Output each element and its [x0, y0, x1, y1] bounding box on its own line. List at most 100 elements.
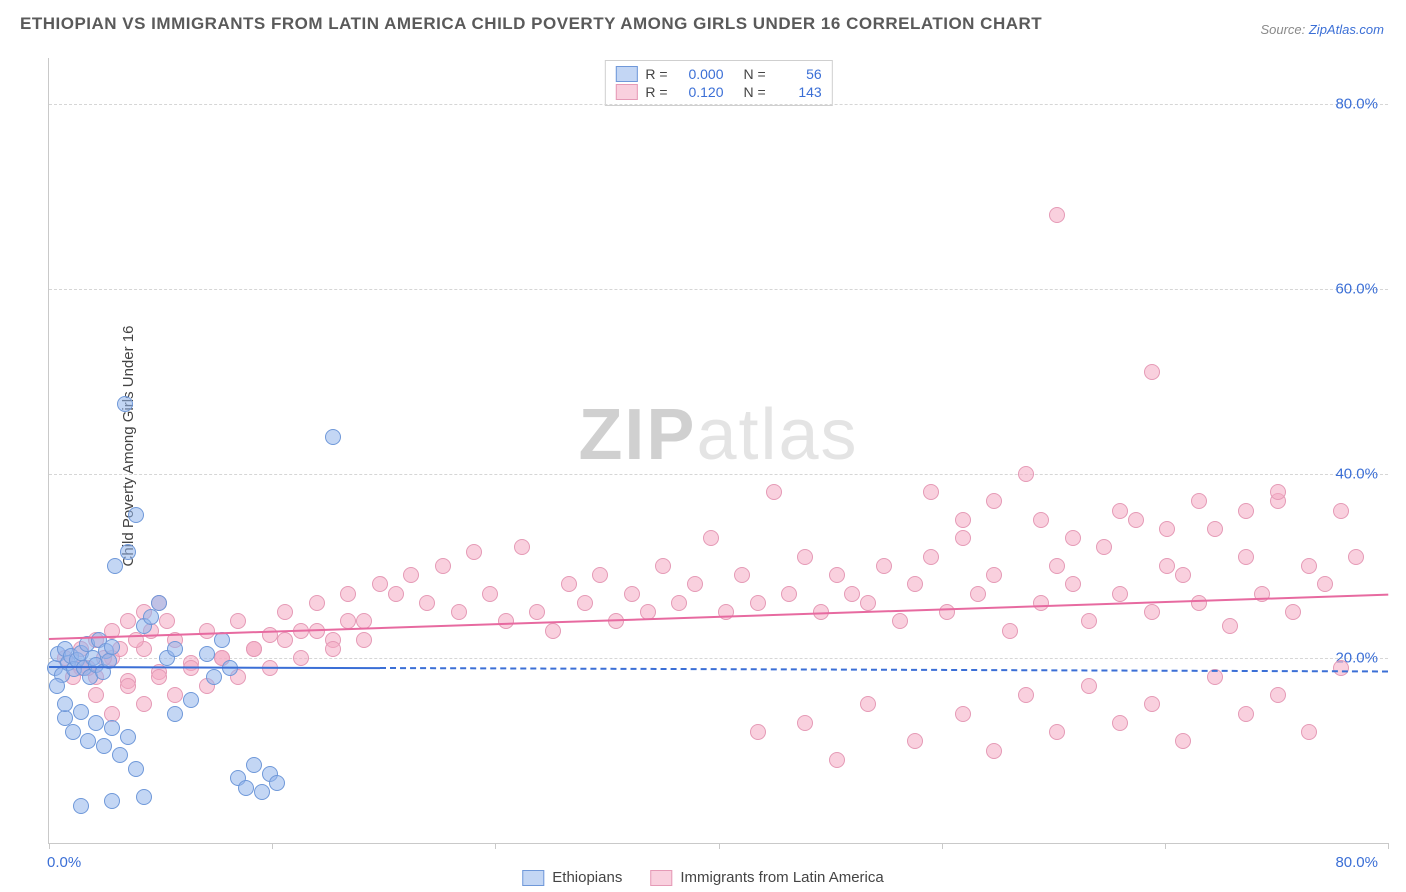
point-ethiopians [107, 558, 123, 574]
label-n: N = [744, 66, 766, 82]
watermark: ZIPatlas [578, 394, 858, 476]
point-latin [1112, 503, 1128, 519]
swatch-ethiopians [522, 870, 544, 886]
point-latin [466, 544, 482, 560]
x-tickmark [1388, 843, 1389, 849]
source-prefix: Source: [1260, 22, 1308, 37]
value-n-2: 143 [774, 84, 822, 100]
point-latin [529, 604, 545, 620]
point-ethiopians [104, 720, 120, 736]
point-latin [1049, 558, 1065, 574]
point-latin [986, 493, 1002, 509]
point-latin [340, 586, 356, 602]
legend-item-ethiopians: Ethiopians [522, 869, 622, 886]
point-latin [939, 604, 955, 620]
point-latin [797, 715, 813, 731]
point-latin [577, 595, 593, 611]
point-latin [687, 576, 703, 592]
point-latin [435, 558, 451, 574]
point-latin [151, 669, 167, 685]
source-link[interactable]: ZipAtlas.com [1309, 22, 1384, 37]
gridline [49, 658, 1388, 659]
point-latin [1285, 604, 1301, 620]
point-latin [403, 567, 419, 583]
point-ethiopians [128, 761, 144, 777]
point-latin [781, 586, 797, 602]
point-latin [1144, 604, 1160, 620]
point-latin [750, 724, 766, 740]
label-n: N = [744, 84, 766, 100]
point-latin [860, 696, 876, 712]
point-latin [277, 604, 293, 620]
point-ethiopians [49, 678, 65, 694]
point-latin [1238, 503, 1254, 519]
point-ethiopians [199, 646, 215, 662]
point-latin [451, 604, 467, 620]
value-r-2: 0.120 [676, 84, 724, 100]
point-latin [1301, 724, 1317, 740]
point-latin [829, 567, 845, 583]
point-latin [1333, 660, 1349, 676]
x-tick-right: 80.0% [1335, 854, 1378, 871]
x-tickmark [942, 843, 943, 849]
point-latin [1144, 696, 1160, 712]
point-latin [1238, 706, 1254, 722]
point-latin [1207, 521, 1223, 537]
plot-area: ZIPatlas R = 0.000 N = 56 R = 0.120 N = … [48, 58, 1388, 844]
point-latin [829, 752, 845, 768]
point-latin [388, 586, 404, 602]
point-ethiopians [143, 609, 159, 625]
point-latin [1333, 503, 1349, 519]
point-latin [545, 623, 561, 639]
point-latin [750, 595, 766, 611]
point-latin [1002, 623, 1018, 639]
point-ethiopians [73, 798, 89, 814]
point-latin [734, 567, 750, 583]
point-latin [498, 613, 514, 629]
gridline [49, 289, 1388, 290]
point-latin [514, 539, 530, 555]
point-latin [1096, 539, 1112, 555]
point-latin [136, 696, 152, 712]
x-tickmark [272, 843, 273, 849]
point-ethiopians [104, 793, 120, 809]
point-latin [246, 641, 262, 657]
point-latin [970, 586, 986, 602]
point-ethiopians [254, 784, 270, 800]
point-latin [1018, 466, 1034, 482]
point-latin [1348, 549, 1364, 565]
x-tickmark [49, 843, 50, 849]
point-latin [1301, 558, 1317, 574]
point-ethiopians [112, 747, 128, 763]
point-latin [876, 558, 892, 574]
point-latin [986, 743, 1002, 759]
point-latin [1033, 512, 1049, 528]
point-ethiopians [88, 715, 104, 731]
point-latin [907, 733, 923, 749]
point-latin [703, 530, 719, 546]
point-latin [1159, 521, 1175, 537]
point-latin [860, 595, 876, 611]
swatch-ethiopians [615, 66, 637, 82]
gridline [49, 474, 1388, 475]
point-latin [923, 484, 939, 500]
point-latin [923, 549, 939, 565]
point-latin [624, 586, 640, 602]
point-latin [88, 687, 104, 703]
watermark-big: ZIP [578, 395, 696, 475]
point-latin [325, 641, 341, 657]
point-latin [1159, 558, 1175, 574]
point-ethiopians [120, 544, 136, 560]
point-latin [1049, 207, 1065, 223]
point-latin [419, 595, 435, 611]
point-latin [277, 632, 293, 648]
legend-item-latin: Immigrants from Latin America [650, 869, 883, 886]
point-ethiopians [80, 733, 96, 749]
point-ethiopians [120, 729, 136, 745]
point-latin [1238, 549, 1254, 565]
point-ethiopians [269, 775, 285, 791]
point-latin [1081, 678, 1097, 694]
point-latin [1175, 567, 1191, 583]
point-latin [309, 595, 325, 611]
point-latin [120, 678, 136, 694]
